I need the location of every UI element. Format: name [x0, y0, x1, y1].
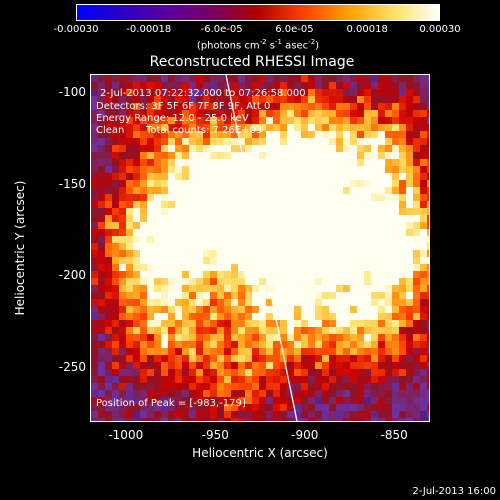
colorbar-tick-label: -0.00018	[126, 24, 172, 35]
method-text: Clean	[96, 125, 125, 136]
x-tick-label: -850	[380, 428, 408, 442]
y-tick-label: -100	[58, 85, 86, 100]
total-counts-text: Total counts: 7.26E+03	[146, 125, 263, 136]
image-title: Reconstructed RHESSI Image	[149, 54, 355, 70]
colorbar-tick-label: 0.00030	[419, 24, 461, 35]
detectors-text: Detectors: 3F 5F 6F 7F 8F 9F, Att 0	[96, 101, 271, 112]
x-tick-label: -1000	[108, 428, 144, 442]
rhessi-image-plot	[90, 74, 430, 422]
plot-datestamp: 2-Jul-2013 16:00	[412, 486, 496, 497]
energy-range-text: Energy Range: 12.0 - 25.0 keV	[96, 113, 249, 124]
colorbar-tick-label: -6.0e-05	[200, 24, 243, 35]
y-tick-label: -250	[58, 360, 86, 375]
y-tick-label: -200	[58, 268, 86, 283]
colorbar-tick-label: -0.00030	[53, 24, 99, 35]
x-tick-label: -900	[291, 428, 319, 442]
colorbar	[76, 4, 440, 21]
x-tick-label: -950	[201, 428, 229, 442]
x-axis-title: Heliocentric X (arcsec)	[192, 446, 328, 460]
peak-position-text: Position of Peak = [-983,-179]	[96, 398, 246, 409]
colorbar-tick-label: 6.0e-05	[275, 24, 314, 35]
time-range-text: 2-Jul-2013 07:22:32.000 to 07:26:58.000	[100, 88, 306, 99]
solar-limb-line	[225, 75, 298, 421]
y-axis-title: Heliocentric Y (arcsec)	[13, 180, 27, 316]
emission-map	[91, 75, 429, 421]
colorbar-tick-label: 0.00018	[346, 24, 388, 35]
y-tick-label: -150	[58, 176, 86, 191]
colorbar-units: (photons cm-2 s-1 asec-2)	[196, 38, 320, 52]
